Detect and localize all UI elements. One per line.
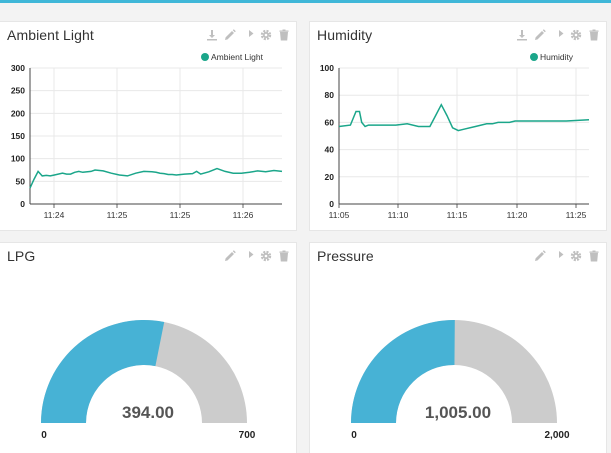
y-tick-label: 150	[11, 131, 25, 141]
x-axis: 11:05 11:10 11:15 11:20 11:25	[329, 204, 587, 220]
edit-icon[interactable]	[534, 29, 546, 41]
widget-humidity: Humidity 0 20 40 60 80 100 11:05 11:10 11:15 11:2…	[310, 22, 606, 230]
legend-marker	[530, 53, 538, 61]
download-icon[interactable]	[516, 29, 528, 41]
series-line	[338, 103, 590, 132]
y-tick-label: 20	[325, 172, 335, 182]
settings-icon[interactable]	[570, 250, 582, 262]
widget-toolbar	[516, 29, 600, 41]
y-axis: 0 50 100 150 200 250 300	[11, 63, 25, 209]
y-tick-label: 80	[325, 90, 335, 100]
delete-icon[interactable]	[588, 29, 600, 41]
share-icon[interactable]	[552, 29, 564, 41]
widget-title: Humidity	[317, 27, 373, 43]
x-tick-label: 11:26	[233, 210, 254, 220]
settings-icon[interactable]	[260, 29, 272, 41]
edit-icon[interactable]	[224, 250, 236, 262]
chart-grid	[30, 67, 282, 205]
edit-icon[interactable]	[224, 29, 236, 41]
delete-icon[interactable]	[278, 250, 290, 262]
humidity-chart: 0 20 40 60 80 100 11:05 11:10 11:15 11:20 11:25 Hum…	[320, 52, 590, 220]
lpg-gauge: 394.00 0 700	[41, 320, 256, 441]
y-tick-label: 100	[11, 154, 25, 164]
legend-label: Humidity	[540, 52, 574, 62]
chart-legend: Ambient Light	[201, 52, 264, 62]
x-tick-label: 11:05	[329, 210, 350, 220]
x-tick-label: 11:20	[507, 210, 528, 220]
widget-ambient-light: Ambient Light 0 50 100 150 200 250 300 11:24 11:…	[0, 22, 296, 230]
y-tick-label: 40	[325, 145, 335, 155]
gauge-max-label: 700	[239, 430, 256, 441]
x-tick-label: 11:25	[566, 210, 587, 220]
x-axis: 11:24 11:25 11:25 11:26	[44, 204, 254, 220]
chart-grid	[338, 67, 589, 205]
widget-title: LPG	[7, 248, 36, 264]
x-tick-label: 11:25	[170, 210, 191, 220]
x-tick-label: 11:25	[107, 210, 128, 220]
y-axis: 0 20 40 60 80 100	[320, 63, 334, 209]
ambient-light-chart: 0 50 100 150 200 250 300 11:24 11:25 11:25 11:26 Am…	[11, 52, 283, 220]
x-tick-label: 11:15	[447, 210, 468, 220]
delete-icon[interactable]	[588, 250, 600, 262]
widget-lpg: LPG 394.00 0 700	[0, 243, 296, 453]
pressure-gauge: 1,005.00 0 2,000	[351, 320, 570, 441]
chart-legend: Humidity	[530, 52, 574, 62]
y-tick-label: 0	[20, 199, 25, 209]
settings-icon[interactable]	[260, 250, 272, 262]
widget-toolbar	[206, 29, 290, 41]
x-tick-label: 11:24	[44, 210, 65, 220]
gauge-value: 394.00	[122, 403, 174, 422]
series-line	[29, 167, 283, 189]
delete-icon[interactable]	[278, 29, 290, 41]
y-tick-label: 50	[16, 176, 26, 186]
widget-title: Ambient Light	[7, 27, 94, 43]
gauge-min-label: 0	[41, 430, 47, 441]
gauge-max-label: 2,000	[544, 430, 569, 441]
y-tick-label: 200	[11, 108, 25, 118]
top-accent-bar	[0, 0, 611, 3]
legend-marker	[201, 53, 209, 61]
y-tick-label: 250	[11, 86, 25, 96]
legend-label: Ambient Light	[211, 52, 264, 62]
gauge-value: 1,005.00	[425, 403, 491, 422]
gauge-min-label: 0	[351, 430, 357, 441]
widget-title: Pressure	[317, 248, 374, 264]
y-tick-label: 100	[320, 63, 334, 73]
x-tick-label: 11:10	[388, 210, 409, 220]
y-tick-label: 60	[325, 117, 335, 127]
gauge-fill	[351, 320, 455, 423]
y-tick-label: 300	[11, 63, 25, 73]
widget-pressure: Pressure 1,005.00 0 2,000	[310, 243, 606, 453]
y-tick-label: 0	[329, 199, 334, 209]
edit-icon[interactable]	[534, 250, 546, 262]
widget-toolbar	[224, 250, 290, 262]
download-icon[interactable]	[206, 29, 218, 41]
share-icon[interactable]	[242, 250, 254, 262]
share-icon[interactable]	[242, 29, 254, 41]
gauge-fill	[41, 320, 165, 423]
widget-toolbar	[534, 250, 600, 262]
share-icon[interactable]	[552, 250, 564, 262]
settings-icon[interactable]	[570, 29, 582, 41]
